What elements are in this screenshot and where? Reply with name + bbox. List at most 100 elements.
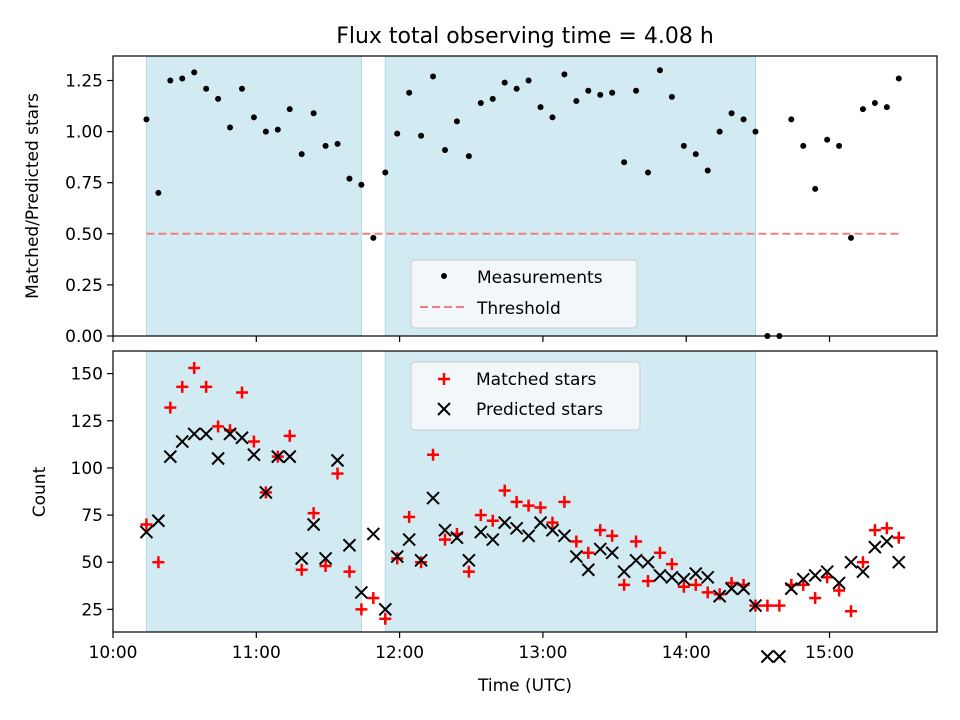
top-legend-box: [410, 259, 638, 329]
matched-star-marker: [892, 531, 905, 544]
predicted-star-marker: [139, 525, 154, 539]
predicted-star-marker: [486, 532, 500, 547]
measurement-point: [227, 124, 234, 131]
matched-star-marker: [618, 578, 631, 591]
measurement-point: [716, 128, 723, 135]
predicted-star-marker: [497, 515, 512, 530]
bottom-panel: 25 50 75 100 125 150 10:00 11:00 12:00 13:00 14:0…: [30, 350, 938, 696]
measurement-point: [489, 95, 496, 102]
measurement-point: [155, 189, 162, 196]
measurement-point: [800, 142, 807, 149]
predicted-star-marker: [593, 542, 607, 556]
predicted-star-marker: [247, 448, 261, 462]
predicted-star-marker: [199, 427, 213, 441]
matched-star-marker: [474, 509, 487, 522]
top-y-tick-label: 1.25: [65, 72, 103, 92]
predicted-star-marker: [175, 434, 189, 449]
matched-star-marker: [845, 605, 858, 618]
matched-star-marker: [833, 584, 846, 597]
top-y-tick-label: 0.25: [65, 276, 103, 296]
matched-star-marker: [307, 507, 320, 520]
measurement-point: [824, 136, 831, 143]
top-y-tick-label: 0.00: [65, 327, 103, 347]
matched-star-marker: [403, 510, 416, 523]
bottom-y-axis-label: Count: [30, 466, 50, 517]
predicted-star-marker: [832, 576, 846, 590]
matched-star-marker: [546, 516, 559, 529]
matched-star-marker: [212, 420, 225, 433]
top-axes-frame: [112, 55, 938, 337]
matched-star-marker: [391, 552, 404, 565]
matched-star-marker: [558, 495, 571, 508]
predicted-star-marker: [378, 602, 392, 617]
matched-star-marker: [486, 514, 499, 527]
measurement-point: [346, 175, 353, 182]
matched-star-marker: [438, 533, 451, 546]
predicted-star-marker: [187, 427, 201, 441]
bottom-axes-frame: [112, 350, 938, 633]
predicted-star-marker: [462, 553, 476, 568]
matched-star-marker: [582, 546, 595, 559]
measurement-point: [740, 116, 747, 123]
measurement-point: [358, 181, 365, 188]
x-tick-label: 15:00: [805, 643, 854, 663]
predicted-star-marker: [641, 555, 655, 569]
measurement-point: [656, 67, 663, 74]
predicted-star-marker: [880, 534, 894, 549]
measurement-point: [370, 234, 377, 241]
matched-star-marker: [319, 559, 332, 572]
measurements-legend-marker: [441, 273, 447, 279]
predicted-star-marker: [569, 549, 584, 564]
predicted-star-marker: [808, 568, 822, 583]
matched-star-marker: [462, 565, 475, 578]
measurement-point: [692, 151, 699, 158]
predicted-star-marker: [402, 532, 416, 547]
top-y-axis-label: Matched/Predicted stars: [23, 93, 43, 299]
measurement-point: [788, 116, 795, 123]
predicted-star-marker: [677, 572, 691, 586]
predicted-star-marker: [557, 529, 572, 543]
x-tick-label: 11:00: [232, 643, 281, 663]
top-y-ticks: 0.00 0.25 0.50 0.75 1.00 1.25: [65, 72, 113, 347]
matched-star-marker: [797, 578, 810, 591]
bottom-y-tick-label: 75: [81, 506, 103, 526]
predicted-star-marker: [438, 523, 452, 537]
measurement-point: [525, 77, 532, 84]
shaded-interval: [145, 55, 362, 337]
measurement-point: [812, 185, 819, 192]
matched-star-marker: [427, 448, 440, 461]
bottom-y-tick-label: 125: [71, 412, 103, 432]
measurement-point: [883, 104, 890, 111]
matched-star-marker: [606, 529, 619, 542]
measurement-point: [871, 100, 878, 107]
matched-star-marker: [630, 535, 643, 548]
matched-star-marker: [725, 576, 738, 589]
top-panel: 0.00 0.25 0.50 0.75 1.00 1.25 Matched/Predict…: [23, 55, 938, 347]
predicted-star-marker: [521, 529, 536, 543]
measurement-point: [250, 114, 257, 121]
matched-star-marker: [653, 546, 666, 559]
predicted-star-marker: [856, 564, 870, 579]
measurement-point: [645, 169, 652, 176]
predicted-star-marker: [736, 581, 751, 596]
matched-star-marker: [868, 524, 881, 537]
predicted-star-marker: [259, 485, 273, 500]
matched-star-marker: [665, 558, 678, 571]
predicted-star-marker: [892, 555, 906, 569]
measurement-point: [597, 91, 604, 98]
measurement-point: [513, 85, 520, 92]
bottom-y-tick-label: 25: [81, 600, 103, 620]
measurement-point: [501, 79, 508, 86]
measurement-point: [728, 110, 735, 117]
measurement-point: [286, 106, 293, 113]
measurement-point: [382, 169, 389, 176]
matched-star-marker: [235, 386, 248, 399]
measurement-point: [334, 140, 341, 147]
matched-star-marker: [713, 588, 726, 601]
measurement-point: [238, 85, 245, 92]
matched-star-marker: [761, 599, 774, 612]
x-axis-label: Time (UTC): [477, 676, 572, 696]
measurement-point: [895, 75, 902, 82]
matched-star-marker: [534, 501, 547, 514]
